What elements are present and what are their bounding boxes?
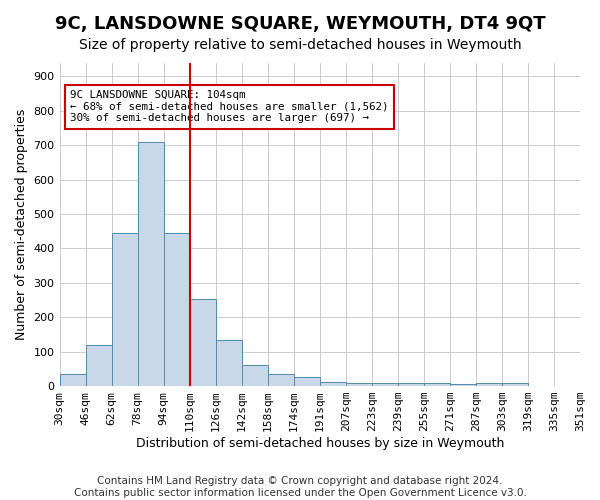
Bar — [215, 340, 242, 386]
Bar — [346, 382, 372, 386]
Bar — [112, 233, 137, 386]
Bar — [164, 233, 190, 386]
Y-axis label: Number of semi-detached properties: Number of semi-detached properties — [15, 108, 28, 340]
Bar — [424, 382, 450, 386]
Bar — [476, 382, 502, 386]
Bar — [137, 142, 164, 386]
Bar — [190, 298, 215, 386]
Text: Size of property relative to semi-detached houses in Weymouth: Size of property relative to semi-detach… — [79, 38, 521, 52]
Text: 9C LANSDOWNE SQUARE: 104sqm
← 68% of semi-detached houses are smaller (1,562)
30: 9C LANSDOWNE SQUARE: 104sqm ← 68% of sem… — [70, 90, 388, 123]
Text: 9C, LANSDOWNE SQUARE, WEYMOUTH, DT4 9QT: 9C, LANSDOWNE SQUARE, WEYMOUTH, DT4 9QT — [55, 15, 545, 33]
Bar — [450, 384, 476, 386]
Bar — [86, 346, 112, 386]
Bar — [268, 374, 294, 386]
X-axis label: Distribution of semi-detached houses by size in Weymouth: Distribution of semi-detached houses by … — [136, 437, 504, 450]
Text: Contains HM Land Registry data © Crown copyright and database right 2024.
Contai: Contains HM Land Registry data © Crown c… — [74, 476, 526, 498]
Bar — [294, 377, 320, 386]
Bar — [59, 374, 86, 386]
Bar — [502, 383, 528, 386]
Bar — [320, 382, 346, 386]
Bar — [398, 382, 424, 386]
Bar — [372, 382, 398, 386]
Bar — [242, 366, 268, 386]
